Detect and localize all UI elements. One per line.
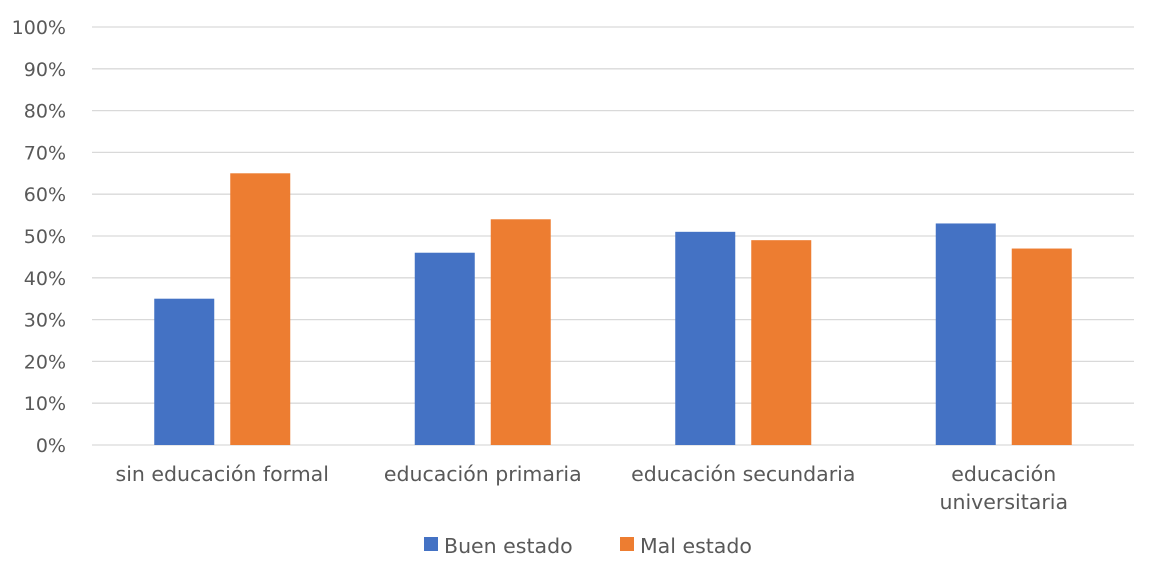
bar-buen-estado xyxy=(414,252,475,445)
y-tick-label: 0% xyxy=(36,435,66,457)
bar-mal-estado xyxy=(1011,248,1072,445)
legend-swatch xyxy=(424,537,438,551)
y-tick-label: 70% xyxy=(24,142,66,164)
legend-swatch xyxy=(620,537,634,551)
y-tick-label: 50% xyxy=(24,226,66,248)
legend-label: Mal estado xyxy=(640,534,752,558)
y-tick-label: 10% xyxy=(24,393,66,415)
y-tick-label: 90% xyxy=(24,59,66,81)
y-tick-label: 30% xyxy=(24,310,66,332)
x-category-label: educación secundaria xyxy=(631,462,855,486)
y-tick-label: 40% xyxy=(24,268,66,290)
x-axis-category-labels: sin educación formal educación primaria ed… xyxy=(116,462,1068,514)
bar-mal-estado xyxy=(751,240,812,445)
bars xyxy=(154,173,1072,446)
y-axis-tick-labels: 0% 10% 20% 30% 40% 50% 60% 70% 80% 90% 100% xyxy=(12,17,66,457)
legend-label: Buen estado xyxy=(444,534,573,558)
legend: Buen estado Mal estado xyxy=(424,534,752,558)
bar-buen-estado xyxy=(675,231,736,445)
bar-buen-estado xyxy=(935,223,996,445)
x-category-label: universitaria xyxy=(939,490,1068,514)
y-tick-label: 100% xyxy=(12,17,66,39)
x-category-label: educación primaria xyxy=(384,462,582,486)
x-category-label: sin educación formal xyxy=(116,462,329,486)
y-tick-label: 80% xyxy=(24,101,66,123)
bar-mal-estado xyxy=(230,173,291,446)
bar-buen-estado xyxy=(154,298,215,445)
x-category-label: educación xyxy=(951,462,1056,486)
bar-mal-estado xyxy=(490,219,551,445)
y-tick-label: 60% xyxy=(24,184,66,206)
y-tick-label: 20% xyxy=(24,351,66,373)
